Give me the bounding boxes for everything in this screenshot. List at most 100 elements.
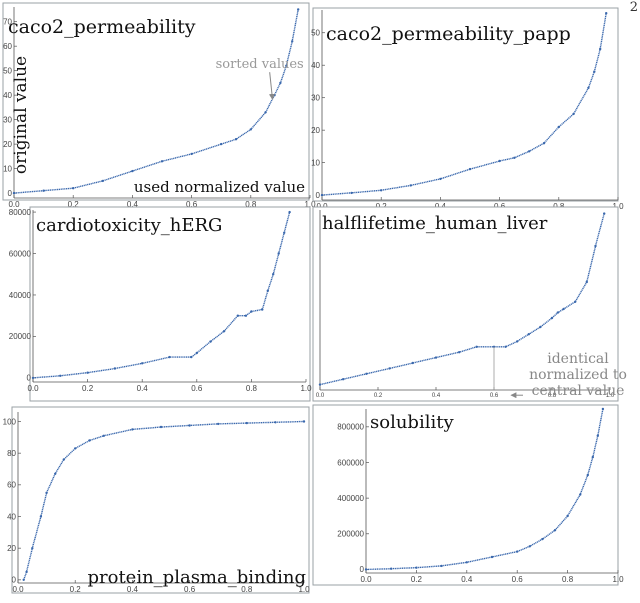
data-point-protein_plasma_binding bbox=[131, 428, 134, 431]
chart-title-cardiotoxicity_hERG: cardiotoxicity_hERG bbox=[36, 215, 222, 236]
y-axis-label-caco2_permeability: original value bbox=[11, 56, 31, 174]
x-tick-label-halflifetime_human_liver: 0.6 bbox=[490, 393, 499, 399]
x-tick-label-caco2_permeability: 0.0 bbox=[8, 200, 20, 209]
data-point-caco2_permeability_papp bbox=[320, 193, 324, 197]
data-point-caco2_permeability bbox=[249, 128, 252, 131]
data-point-cardiotoxicity_hERG bbox=[31, 376, 35, 380]
y-tick-label-solubility: 800000 bbox=[337, 423, 364, 432]
data-point-caco2_permeability_papp bbox=[599, 47, 602, 51]
chart-title-caco2_permeability: caco2_permeability bbox=[8, 16, 196, 38]
data-point-halflifetime_human_liver bbox=[434, 356, 438, 359]
data-point-caco2_permeability_papp bbox=[468, 167, 472, 171]
data-point-halflifetime_human_liver bbox=[550, 316, 554, 320]
x-tick-label-protein_plasma_binding: 1.0 bbox=[298, 585, 310, 594]
y-tick-label-caco2_permeability_papp: 0 bbox=[316, 191, 321, 200]
x-tick-label-caco2_permeability: 0.2 bbox=[68, 200, 80, 209]
x-tick-label-solubility: 0.6 bbox=[512, 575, 524, 584]
y-tick-label-cardiotoxicity_hERG: 80000 bbox=[9, 208, 32, 217]
x-tick-label-cardiotoxicity_hERG: 1.0 bbox=[300, 384, 312, 393]
annotation-arrow-caco2_permeability bbox=[268, 72, 275, 100]
chart-title-protein_plasma_binding: protein_plasma_binding bbox=[87, 567, 306, 588]
data-point-protein_plasma_binding bbox=[102, 434, 106, 437]
data-point-caco2_permeability bbox=[72, 187, 75, 190]
x-axis-label-caco2_permeability: used normalized value bbox=[134, 178, 305, 196]
data-point-cardiotoxicity_hERG bbox=[195, 351, 198, 355]
data-point-protein_plasma_binding bbox=[25, 570, 28, 574]
panel-frame-protein_plasma_binding bbox=[11, 406, 310, 594]
data-point-halflifetime_human_liver bbox=[516, 340, 519, 343]
data-point-caco2_permeability bbox=[285, 64, 288, 68]
y-tick-label-protein_plasma_binding: 80 bbox=[7, 449, 16, 458]
data-point-halflifetime_human_liver bbox=[603, 212, 606, 215]
y-tick-label-caco2_permeability: 60 bbox=[3, 42, 12, 51]
data-point-solubility bbox=[579, 493, 582, 496]
x-tick-label-solubility: 1.0 bbox=[612, 575, 624, 584]
data-point-caco2_permeability_papp bbox=[557, 125, 560, 129]
y-tick-label-solubility: 400000 bbox=[337, 494, 364, 503]
y-tick-label-caco2_permeability_papp: 50 bbox=[311, 29, 320, 38]
data-point-solubility bbox=[490, 555, 494, 559]
x-tick-label-solubility: 0.0 bbox=[360, 575, 372, 584]
data-point-cardiotoxicity_hERG bbox=[86, 371, 89, 374]
data-point-caco2_permeability bbox=[273, 94, 276, 97]
data-point-solubility bbox=[516, 550, 519, 553]
data-point-cardiotoxicity_hERG bbox=[272, 273, 275, 276]
y-tick-label-caco2_permeability_papp: 20 bbox=[311, 126, 320, 135]
data-point-halflifetime_human_liver bbox=[574, 300, 577, 303]
data-point-cardiotoxicity_hERG bbox=[190, 355, 193, 359]
x-tick-label-halflifetime_human_liver: 0.0 bbox=[316, 393, 325, 399]
data-point-solubility bbox=[591, 455, 594, 459]
annotation-text-halflifetime_human_liver: central value bbox=[532, 383, 625, 399]
x-tick-label-cardiotoxicity_hERG: 0.2 bbox=[82, 384, 94, 393]
x-tick-label-protein_plasma_binding: 0.2 bbox=[70, 585, 82, 594]
data-point-cardiotoxicity_hERG bbox=[209, 340, 212, 343]
data-point-caco2_permeability_papp bbox=[439, 177, 442, 181]
x-tick-label-solubility: 0.2 bbox=[411, 575, 423, 584]
series-curve-solubility bbox=[366, 408, 604, 571]
data-point-cardiotoxicity_hERG bbox=[244, 314, 248, 317]
data-point-halflifetime_human_liver bbox=[475, 345, 478, 348]
data-point-protein_plasma_binding bbox=[74, 447, 77, 450]
annotation-text-halflifetime_human_liver: normalized to bbox=[529, 367, 627, 383]
x-tick-label-cardiotoxicity_hERG: 0.0 bbox=[27, 384, 39, 393]
data-point-halflifetime_human_liver bbox=[527, 333, 530, 336]
y-tick-label-protein_plasma_binding: 20 bbox=[7, 544, 16, 553]
data-point-halflifetime_human_liver bbox=[539, 325, 542, 329]
x-tick-label-protein_plasma_binding: 0.6 bbox=[184, 585, 196, 594]
annotation-text-caco2_permeability: sorted values bbox=[216, 57, 304, 72]
data-point-caco2_permeability_papp bbox=[380, 189, 383, 192]
x-tick-label-caco2_permeability: 0.4 bbox=[127, 200, 139, 209]
x-tick-label-caco2_permeability: 0.8 bbox=[245, 200, 257, 209]
chart-title-caco2_permeability_papp: caco2_permeability_papp bbox=[326, 23, 571, 45]
data-point-cardiotoxicity_hERG bbox=[261, 308, 264, 311]
panel-frame-halflifetime_human_liver bbox=[312, 206, 619, 402]
data-point-caco2_permeability_papp bbox=[572, 112, 575, 116]
series-curve-caco2_permeability_papp bbox=[321, 13, 607, 196]
data-point-cardiotoxicity_hERG bbox=[168, 355, 171, 359]
data-point-protein_plasma_binding bbox=[245, 421, 248, 425]
data-point-solubility bbox=[364, 568, 368, 571]
data-point-caco2_permeability bbox=[234, 138, 238, 141]
data-point-solubility bbox=[586, 473, 589, 477]
chart-title-solubility: solubility bbox=[370, 412, 454, 433]
data-point-halflifetime_human_liver bbox=[585, 280, 588, 284]
data-point-caco2_permeability_papp bbox=[409, 184, 412, 187]
y-tick-label-cardiotoxicity_hERG: 40000 bbox=[9, 291, 32, 300]
data-point-cardiotoxicity_hERG bbox=[250, 310, 253, 313]
y-tick-label-caco2_permeability: 40 bbox=[3, 91, 12, 100]
data-point-cardiotoxicity_hERG bbox=[277, 252, 280, 255]
data-point-cardiotoxicity_hERG bbox=[222, 330, 226, 333]
data-point-cardiotoxicity_hERG bbox=[113, 367, 117, 370]
x-tick-label-caco2_permeability: 1.0 bbox=[304, 200, 316, 209]
data-point-cardiotoxicity_hERG bbox=[266, 289, 269, 292]
data-point-caco2_permeability_papp bbox=[605, 12, 608, 15]
y-tick-label-protein_plasma_binding: 60 bbox=[7, 481, 16, 490]
y-tick-label-caco2_permeability: 10 bbox=[3, 164, 12, 173]
data-point-caco2_permeability bbox=[297, 8, 300, 11]
y-tick-label-solubility: 600000 bbox=[337, 458, 364, 467]
data-point-protein_plasma_binding bbox=[88, 439, 91, 442]
data-point-cardiotoxicity_hERG bbox=[236, 314, 239, 317]
data-point-halflifetime_human_liver bbox=[562, 307, 565, 311]
